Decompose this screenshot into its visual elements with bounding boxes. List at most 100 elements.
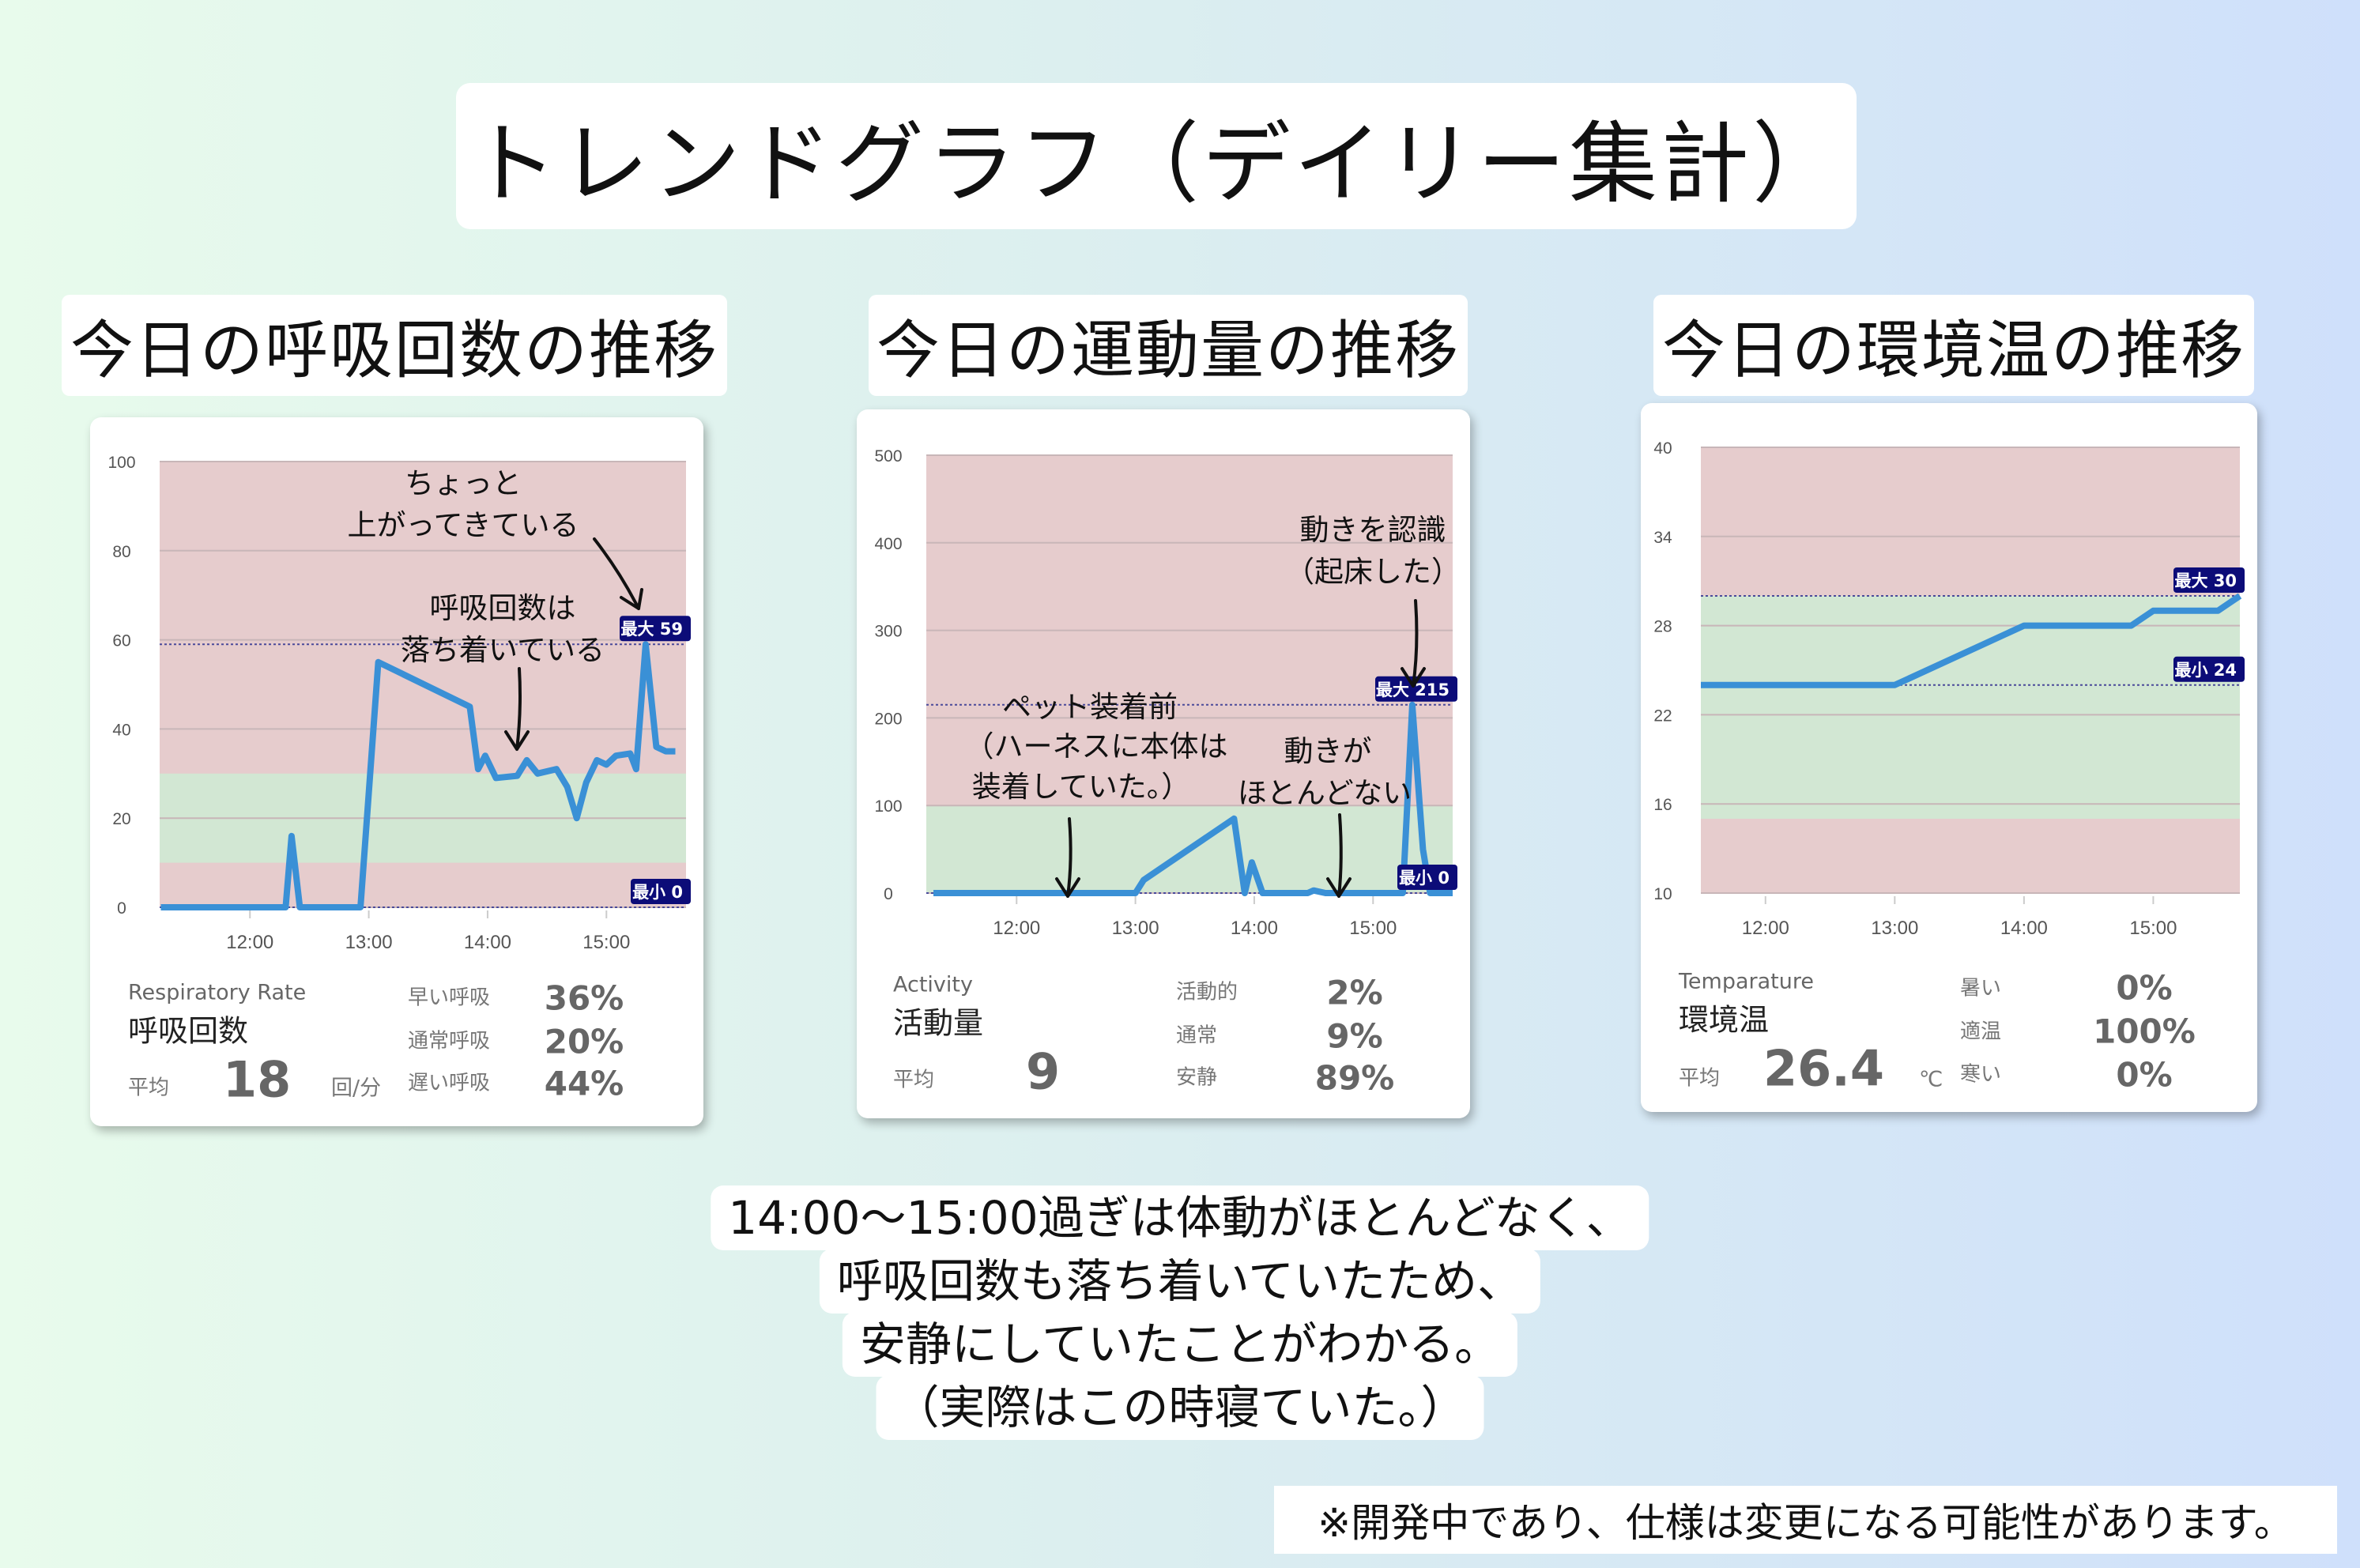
annotation: 落ち着いている bbox=[401, 633, 605, 667]
y-tick-label: 0 bbox=[117, 899, 126, 918]
y-tick-label: 60 bbox=[112, 632, 130, 650]
stat-label: 通常呼吸 bbox=[408, 1029, 491, 1054]
stat-label: 適温 bbox=[1960, 1020, 2002, 1044]
annotation: ちょっと bbox=[405, 466, 522, 500]
x-tick-label: 12:00 bbox=[1742, 918, 1789, 939]
x-tick-label: 13:00 bbox=[1871, 918, 1918, 939]
heading-temperature: 今日の環境温の推移 bbox=[1653, 295, 2254, 396]
stat-value: 44% bbox=[544, 1064, 624, 1103]
max-badge-label: 最大 59 bbox=[620, 620, 683, 639]
average-value: 9 bbox=[1026, 1042, 1061, 1101]
metric-label-jp: 環境温 bbox=[1679, 1002, 1770, 1038]
min-badge bbox=[631, 879, 691, 904]
annotation: （起床した） bbox=[1285, 555, 1461, 589]
annotation: ほとんどない bbox=[1237, 776, 1412, 810]
x-tick-label: 15:00 bbox=[1349, 918, 1397, 939]
annotation: 動きが bbox=[1284, 734, 1372, 768]
stat-label: 寒い bbox=[1960, 1062, 2002, 1087]
average-label: 平均 bbox=[893, 1068, 935, 1092]
footnote: ※開発中であり、仕様は変更になる可能性があります。 bbox=[1274, 1486, 2337, 1554]
summary-line: 呼吸回数も落ち着いていたため、 bbox=[819, 1249, 1541, 1314]
heading-activity: 今日の運動量の推移 bbox=[869, 295, 1468, 396]
max-badge bbox=[1375, 676, 1457, 702]
y-tick-label: 20 bbox=[112, 810, 130, 828]
y-tick-label: 200 bbox=[874, 710, 902, 728]
x-tick-label: 13:00 bbox=[345, 932, 393, 953]
y-tick-label: 100 bbox=[107, 454, 135, 472]
average-value: 18 bbox=[223, 1050, 292, 1109]
metric-label-en: Activity bbox=[893, 972, 973, 997]
temperature-card: 10 16 22 28 34 40 12:00 13:00 14:00 15:00 最大 30 最小 … bbox=[1641, 403, 2257, 1112]
y-tick-label: 300 bbox=[874, 623, 902, 641]
temperature-chart: 10 16 22 28 34 40 12:00 13:00 14:00 15:00 最大 30 最小 … bbox=[1653, 439, 2245, 939]
y-tick-label: 0 bbox=[884, 885, 893, 903]
average-label: 平均 bbox=[128, 1076, 170, 1100]
max-badge bbox=[620, 616, 691, 642]
stat-value: 100% bbox=[2093, 1012, 2196, 1051]
respiratory-chart: 0 20 40 60 80 100 12:00 13:00 14:00 15:00 最大 59 最小 … bbox=[107, 454, 691, 953]
x-tick-label: 15:00 bbox=[582, 932, 630, 953]
y-tick-label: 16 bbox=[1653, 796, 1672, 814]
metric-label-en: Temparature bbox=[1679, 969, 1814, 994]
x-tick-label: 12:00 bbox=[226, 932, 273, 953]
summary-line: 安静にしていたことがわかる。 bbox=[842, 1312, 1518, 1377]
summary-line: （実際はこの時寝ていた。） bbox=[876, 1375, 1484, 1440]
x-tick-label: 13:00 bbox=[1112, 918, 1159, 939]
x-tick-label: 14:00 bbox=[1231, 918, 1278, 939]
annotation: 動きを認識 bbox=[1299, 513, 1446, 547]
stat-label: 通常 bbox=[1176, 1023, 1218, 1048]
stat-label: 遅い呼吸 bbox=[408, 1071, 491, 1095]
stat-value: 0% bbox=[2116, 1055, 2173, 1095]
x-tick-label: 14:00 bbox=[2000, 918, 2048, 939]
y-tick-label: 80 bbox=[112, 543, 130, 561]
stat-value: 20% bbox=[544, 1022, 624, 1061]
min-badge-label: 最小 24 bbox=[2174, 661, 2237, 680]
min-badge bbox=[1397, 865, 1457, 890]
annotation: （ハーネスに本体は bbox=[964, 729, 1228, 763]
respiratory-card: 0 20 40 60 80 100 12:00 13:00 14:00 15:00 最大 59 最小 … bbox=[90, 417, 703, 1126]
y-tick-label: 28 bbox=[1653, 618, 1672, 636]
min-badge-label: 最小 0 bbox=[632, 883, 683, 902]
max-badge-label: 最大 30 bbox=[2174, 571, 2237, 590]
annotation: 上がってきている bbox=[347, 508, 579, 542]
stat-value: 89% bbox=[1314, 1058, 1395, 1098]
y-tick-label: 40 bbox=[112, 721, 130, 739]
page-title: トレンドグラフ（デイリー集計） bbox=[456, 83, 1857, 229]
activity-card: 0 100 200 300 400 500 12:00 13:00 14:00 15:00 最大 2… bbox=[857, 409, 1470, 1118]
stat-label: 早い呼吸 bbox=[408, 986, 491, 1010]
summary-line: 14:00〜15:00過ぎは体動がほとんどなく、 bbox=[711, 1185, 1649, 1250]
y-tick-label: 40 bbox=[1653, 439, 1672, 458]
x-tick-label: 14:00 bbox=[464, 932, 511, 953]
annotation: 装着していた。） bbox=[971, 770, 1191, 804]
y-tick-label: 400 bbox=[874, 535, 902, 553]
y-tick-label: 34 bbox=[1653, 529, 1672, 547]
activity-chart: 0 100 200 300 400 500 12:00 13:00 14:00 15:00 最大 2… bbox=[874, 447, 1457, 939]
average-value: 26.4 bbox=[1763, 1039, 1884, 1098]
normal-band bbox=[1701, 596, 2240, 819]
stat-value: 9% bbox=[1326, 1016, 1383, 1056]
metric-label-jp: 呼吸回数 bbox=[128, 1013, 249, 1049]
annotation: ペット装着前 bbox=[1002, 690, 1178, 724]
stat-value: 36% bbox=[544, 978, 624, 1018]
y-tick-label: 500 bbox=[874, 447, 902, 466]
unit-label: ℃ bbox=[1919, 1067, 1943, 1092]
heading-respiratory: 今日の呼吸回数の推移 bbox=[62, 295, 727, 396]
min-badge-label: 最小 0 bbox=[1399, 869, 1450, 888]
stat-value: 2% bbox=[1326, 973, 1383, 1012]
y-tick-label: 100 bbox=[874, 797, 902, 816]
metric-label-jp: 活動量 bbox=[893, 1005, 984, 1041]
unit-label: 回/分 bbox=[331, 1076, 382, 1101]
stat-value: 0% bbox=[2116, 968, 2173, 1008]
max-badge-label: 最大 215 bbox=[1376, 680, 1450, 699]
x-tick-label: 12:00 bbox=[993, 918, 1040, 939]
average-label: 平均 bbox=[1679, 1066, 1721, 1091]
min-badge bbox=[2173, 656, 2245, 682]
stat-label: 活動的 bbox=[1176, 980, 1238, 1004]
stat-label: 安静 bbox=[1176, 1065, 1218, 1090]
x-tick-label: 15:00 bbox=[2129, 918, 2177, 939]
annotation: 呼吸回数は bbox=[429, 591, 576, 625]
max-badge bbox=[2173, 567, 2245, 593]
series-line bbox=[160, 641, 676, 910]
y-tick-label: 10 bbox=[1653, 885, 1672, 903]
stat-label: 暑い bbox=[1960, 976, 2002, 1001]
